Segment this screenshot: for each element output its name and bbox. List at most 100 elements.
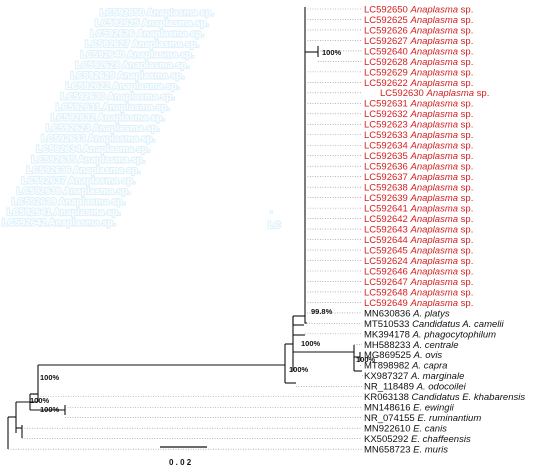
taxon-label: LC592631 Anaplasma sp. (364, 99, 473, 110)
taxon-label: LC592633 Anaplasma sp. (364, 130, 473, 141)
taxon-label: LC592630 Anaplasma sp. (380, 88, 489, 99)
genus-name: Anaplasma (409, 109, 460, 120)
ghost-label: LC592626 Anaplasma sp. (90, 29, 204, 40)
taxon-label: LC592637 Anaplasma sp. (364, 172, 473, 183)
species-name: sp. (461, 57, 474, 68)
species-name: sp. (461, 172, 474, 183)
species-name: centrale (425, 340, 459, 351)
accession-number: LC592646 (364, 266, 410, 277)
ghost-label: LC592639 Anaplasma sp. (12, 197, 126, 208)
genus-name: Anaplasma (409, 256, 460, 267)
accession-number: LC592644 (364, 235, 410, 246)
genus-name: A. (412, 340, 425, 351)
taxon-label: LC592636 Anaplasma sp. (364, 162, 473, 173)
taxon-label: LC592648 Anaplasma sp. (364, 287, 473, 298)
taxon-label: MT898982 A. capra (364, 361, 447, 372)
taxon-label: LC592646 Anaplasma sp. (364, 266, 473, 277)
genus-name: A. (410, 371, 423, 382)
genus-name: Anaplasma (409, 172, 460, 183)
accession-number: LC592626 (364, 25, 410, 36)
accession-number: LC592634 (364, 141, 410, 152)
faded-background-labels: LC592650 Anaplasma sp.LC592625 Anaplasma… (1, 6, 282, 232)
tree-branches (7, 7, 363, 450)
taxon-label: LC592626 Anaplasma sp. (364, 25, 473, 36)
taxon-label: LC592644 Anaplasma sp. (364, 235, 473, 246)
accession-number: KR063138 (364, 392, 412, 403)
species-name: sp. (461, 183, 474, 194)
bootstrap-value: 100% (322, 48, 342, 57)
genus-name: Anaplasma (409, 99, 460, 110)
accession-number: LC592648 (364, 287, 410, 298)
bootstrap-value: 100% (356, 355, 376, 364)
taxon-label: LC592628 Anaplasma sp. (364, 57, 473, 68)
bootstrap-value: 100% (40, 373, 60, 382)
genus-name: Anaplasma (409, 245, 460, 256)
genus-name: A. (411, 361, 424, 372)
ghost-label: LC592650 Anaplasma sp. (100, 8, 214, 19)
genus-name: Anaplasma (409, 120, 460, 131)
genus-name: E. (417, 413, 429, 424)
accession-number: LC592635 (364, 151, 410, 162)
taxon-label: LC592634 Anaplasma sp. (364, 141, 473, 152)
genus-name: Anaplasma (409, 46, 460, 57)
species-name: marginale (423, 371, 465, 382)
species-name: sp. (461, 266, 474, 277)
taxon-label: LC592622 Anaplasma sp. (364, 78, 473, 89)
species-name: sp. (461, 162, 474, 173)
species-name: E. khabarensis (462, 392, 525, 403)
genus-name: Anaplasma (409, 57, 460, 68)
species-name: sp. (461, 193, 474, 204)
accession-number: LC592630 (380, 88, 426, 99)
accession-number: LC592623 (364, 120, 410, 131)
genus-name: E. (411, 434, 423, 445)
genus-name: Anaplasma (409, 277, 460, 288)
species-name: muris (425, 445, 448, 456)
accession-number: MT510533 (364, 319, 412, 330)
genus-name: Anaplasma (409, 15, 460, 26)
ghost-label: LC592636 Anaplasma sp. (27, 165, 141, 176)
accession-number: KX505292 (364, 434, 411, 445)
genus-name: A. (416, 382, 429, 393)
taxon-label: KR063138 Candidatus E. khabarensis (364, 392, 525, 403)
species-name: canis (425, 424, 447, 435)
species-name: sp. (461, 36, 474, 47)
taxon-label: MK394178 A. phagocytophilum (364, 329, 496, 340)
accession-number: LC592629 (364, 67, 410, 78)
accession-number: LC592645 (364, 245, 410, 256)
accession-number: LC592631 (364, 99, 410, 110)
bootstrap-value: 99.8% (311, 307, 333, 316)
taxon-label: MN148616 E. ewingii (364, 403, 455, 414)
accession-number: LC592622 (364, 78, 410, 89)
species-name: odocoilei (428, 382, 466, 393)
accession-number: MN658723 (364, 445, 413, 456)
taxon-label: MN658723 E. muris (364, 445, 448, 456)
accession-number: MN148616 (364, 403, 413, 414)
taxon-label: LC592627 Anaplasma sp. (364, 36, 473, 47)
species-name: sp. (461, 256, 474, 267)
taxon-label: LC592639 Anaplasma sp. (364, 193, 473, 204)
scale-bar: 0 . 0 2 (160, 446, 207, 467)
species-name: sp. (461, 67, 474, 78)
genus-name: Anaplasma (409, 36, 460, 47)
species-name: sp. (461, 204, 474, 215)
genus-name: Anaplasma (409, 214, 460, 225)
genus-name: Anaplasma (409, 67, 460, 78)
genus-name: Anaplasma (409, 25, 460, 36)
accession-number: MN630836 (364, 308, 413, 319)
accession-number: LC592639 (364, 193, 410, 204)
species-name: sp. (461, 277, 474, 288)
taxon-label: NR_074155 E. ruminantium (364, 413, 481, 424)
taxon-label: MN630836 A. platys (364, 308, 450, 319)
ghost-label: LC592622 Anaplasma sp. (66, 81, 180, 92)
bootstrap-value: 100% (30, 396, 50, 405)
taxon-label: LC592640 Anaplasma sp. (364, 46, 473, 57)
taxon-label: LC592650 Anaplasma sp. (364, 4, 473, 15)
accession-number: LC592641 (364, 204, 410, 215)
species-name: sp. (461, 235, 474, 246)
ghost-label: LC592632 Anaplasma sp. (51, 113, 165, 124)
taxon-label: LC592641 Anaplasma sp. (364, 204, 473, 215)
species-name: A. camelii (461, 319, 504, 330)
genus-name: Anaplasma (409, 151, 460, 162)
genus-name: Anaplasma (409, 4, 460, 15)
